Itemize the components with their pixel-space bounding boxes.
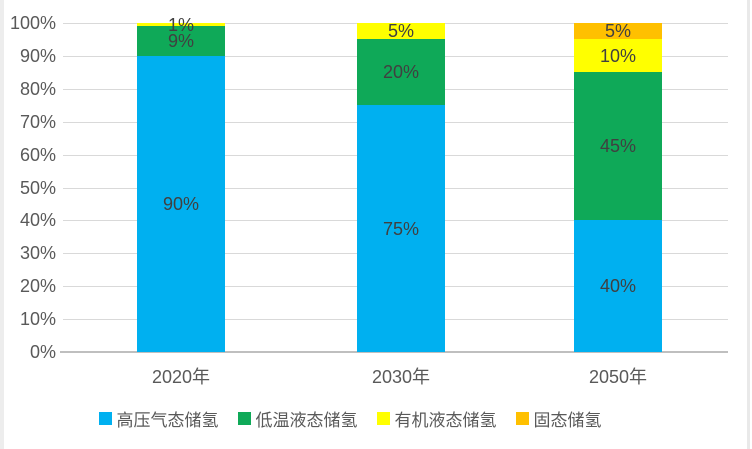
legend-label: 低温液态储氢 xyxy=(255,410,358,430)
bar-segment xyxy=(137,26,225,56)
x-tick-label: 2020年 xyxy=(151,367,211,387)
y-tick-label: 50% xyxy=(19,177,56,198)
data-label: 10% xyxy=(599,45,637,66)
bar-segment xyxy=(574,220,662,352)
data-label: 90% xyxy=(162,193,200,214)
bar-segment xyxy=(574,23,662,40)
page-edge-left xyxy=(0,0,4,449)
legend-label: 固态储氢 xyxy=(533,410,602,430)
bar-segment xyxy=(574,39,662,73)
legend-swatch xyxy=(515,411,529,425)
y-tick-label: 80% xyxy=(19,78,56,99)
legend-swatch xyxy=(98,411,112,425)
legend-item: 高压气态储氢 xyxy=(98,406,219,431)
y-tick-label: 20% xyxy=(19,276,56,297)
legend: 高压气态储氢 低温液态储氢 有机液态储氢 固态储氢 xyxy=(0,406,700,430)
y-tick-label: 30% xyxy=(19,243,56,264)
y-tick-label: 90% xyxy=(19,45,56,66)
data-label: 9% xyxy=(167,31,195,52)
data-label: 5% xyxy=(604,21,632,42)
legend-item: 固态储氢 xyxy=(515,406,602,431)
data-label: 75% xyxy=(382,218,420,239)
data-label: 40% xyxy=(599,276,637,297)
legend-label: 高压气态储氢 xyxy=(116,410,219,430)
y-tick-label: 40% xyxy=(19,210,56,231)
bar-segment xyxy=(357,39,445,106)
legend-swatch xyxy=(376,411,390,425)
legend-item: 有机液态储氢 xyxy=(376,406,497,431)
y-tick-label: 0% xyxy=(29,342,56,362)
y-tick-label: 10% xyxy=(19,309,56,330)
legend-swatch xyxy=(237,411,251,425)
y-tick-label: 70% xyxy=(19,111,56,132)
page-edge-right xyxy=(747,0,750,449)
data-label: 1% xyxy=(167,14,195,35)
x-axis-line xyxy=(60,351,728,353)
bar-segment xyxy=(357,105,445,352)
bar-segment xyxy=(137,55,225,352)
bar-segment xyxy=(357,23,445,40)
x-tick-label: 2030年 xyxy=(371,367,431,387)
data-label: 5% xyxy=(387,21,415,42)
legend-item: 低温液态储氢 xyxy=(237,406,358,431)
bar-segment xyxy=(574,72,662,221)
data-label: 20% xyxy=(382,62,420,83)
y-tick-label: 100% xyxy=(9,13,56,33)
x-tick-label: 2050年 xyxy=(588,367,648,387)
legend-label: 有机液态储氢 xyxy=(394,410,497,430)
bar-segment xyxy=(137,23,225,27)
y-tick-label: 60% xyxy=(19,144,56,165)
data-label: 45% xyxy=(599,136,637,157)
